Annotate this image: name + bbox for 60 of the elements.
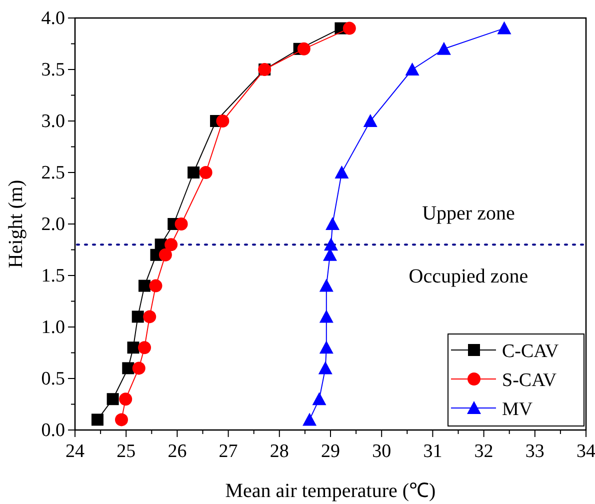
annotation: Upper zone	[422, 202, 515, 225]
y-tick-label: 0.5	[41, 368, 65, 390]
x-tick-label: 27	[218, 441, 238, 462]
point	[334, 166, 349, 178]
point	[363, 114, 378, 127]
y-tick-label: 4.0	[41, 8, 65, 29]
x-tick-label: 33	[525, 441, 544, 462]
point	[119, 392, 132, 406]
y-tick-label: 0.0	[41, 420, 65, 441]
x-tick-label: 29	[321, 441, 340, 462]
point	[319, 340, 334, 354]
point	[297, 42, 310, 56]
y-tick-label: 2.5	[41, 162, 65, 184]
y-axis-title: Height (m)	[5, 180, 27, 268]
point	[342, 22, 356, 35]
legend-label: S-CAV	[502, 370, 557, 391]
point	[319, 310, 334, 323]
x-tick-label: 25	[116, 441, 136, 462]
x-tick-label: 30	[372, 441, 392, 462]
x-tick-label: 28	[270, 441, 289, 462]
point	[216, 114, 230, 128]
legend-label: C-CAV	[502, 341, 559, 362]
x-axis-title: Mean air temperature (℃)	[225, 480, 436, 502]
point	[319, 278, 334, 292]
annotation: Occupied zone	[408, 266, 528, 288]
x-tick-label: 26	[168, 441, 187, 462]
legend-label: MV	[502, 399, 533, 420]
x-tick-label: 24	[66, 441, 85, 462]
point	[143, 310, 156, 324]
point	[149, 279, 162, 292]
point	[174, 218, 188, 230]
point	[405, 62, 420, 76]
point	[188, 166, 200, 178]
y-tick-label: 1.0	[41, 317, 65, 338]
point	[158, 248, 172, 262]
point	[326, 217, 340, 230]
point	[312, 392, 326, 406]
point	[324, 238, 338, 251]
point	[318, 361, 332, 374]
x-tick-label: 32	[474, 441, 494, 462]
point	[132, 362, 146, 375]
point	[138, 280, 150, 292]
point	[106, 393, 119, 406]
point	[497, 21, 512, 34]
point	[127, 342, 140, 354]
point	[302, 412, 317, 426]
y-tick-label: 3.5	[41, 60, 65, 80]
x-tick-label: 31	[423, 441, 442, 462]
point	[132, 310, 144, 323]
point	[138, 341, 151, 354]
y-tick-label: 1.5	[41, 266, 65, 286]
point	[199, 166, 212, 179]
point	[436, 42, 451, 55]
point	[115, 413, 128, 426]
point	[122, 362, 134, 374]
x-tick-label: 34	[576, 441, 595, 462]
y-tick-label: 2.0	[41, 214, 65, 235]
y-tick-label: 3.0	[41, 111, 65, 132]
point	[91, 414, 104, 426]
point	[164, 238, 178, 252]
